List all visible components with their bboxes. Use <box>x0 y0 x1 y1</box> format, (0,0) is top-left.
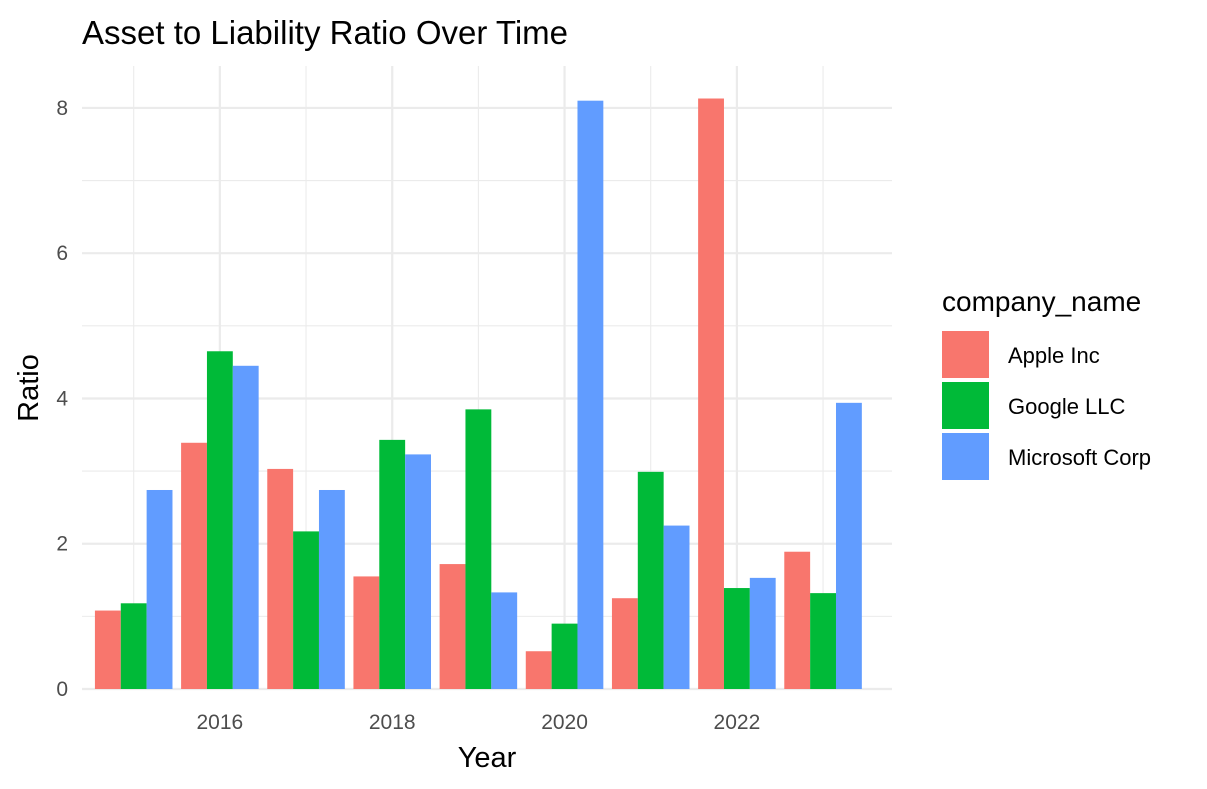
legend-label: Apple Inc <box>1008 343 1100 368</box>
bar-microsoft-corp-2016 <box>232 365 259 689</box>
y-tick-label: 0 <box>56 678 68 701</box>
legend-swatch <box>942 331 989 378</box>
x-axis-title: Year <box>458 742 517 774</box>
bars <box>94 98 862 690</box>
legend: company_name Apple Inc Google LLC Microsof… <box>942 286 1151 480</box>
x-tick-label: 2022 <box>714 711 761 734</box>
bar-google-llc-2021 <box>637 471 664 689</box>
bar-apple-inc-2016 <box>181 442 207 689</box>
bar-apple-inc-2021 <box>611 598 638 689</box>
x-tick-label: 2020 <box>541 711 588 734</box>
bar-apple-inc-2019 <box>439 564 466 689</box>
bar-google-llc-2015 <box>120 603 147 689</box>
bar-microsoft-corp-2021 <box>663 525 690 689</box>
bar-apple-inc-2017 <box>267 468 294 689</box>
legend-title: company_name <box>942 286 1141 317</box>
bar-microsoft-corp-2018 <box>405 454 431 689</box>
bar-apple-inc-2023 <box>784 551 811 689</box>
bar-google-llc-2016 <box>206 351 233 689</box>
bar-microsoft-corp-2019 <box>491 592 518 689</box>
legend-label: Microsoft Corp <box>1008 445 1151 470</box>
y-axis-title: Ratio <box>13 354 45 422</box>
x-tick-label: 2016 <box>197 711 244 734</box>
bar-microsoft-corp-2017 <box>318 489 345 689</box>
legend-swatch <box>942 382 989 429</box>
bar-google-llc-2018 <box>379 439 406 689</box>
y-tick-label: 6 <box>56 242 68 265</box>
y-tick-label: 2 <box>56 533 68 556</box>
legend-items: Apple Inc Google LLC Microsoft Corp <box>942 331 1151 480</box>
bar-apple-inc-2022 <box>698 98 724 690</box>
bar-google-llc-2017 <box>293 531 319 689</box>
chart-title: Asset to Liability Ratio Over Time <box>82 14 568 51</box>
bar-google-llc-2023 <box>810 593 836 689</box>
bar-apple-inc-2018 <box>353 576 380 689</box>
x-tick-label: 2018 <box>369 711 416 734</box>
bar-google-llc-2020 <box>551 623 578 689</box>
y-tick-label: 4 <box>56 387 68 410</box>
bar-microsoft-corp-2022 <box>749 577 776 689</box>
bar-apple-inc-2020 <box>525 651 552 689</box>
legend-label: Google LLC <box>1008 394 1126 419</box>
legend-swatch <box>942 433 989 480</box>
tick-labels: 2016 2018 2020 2022 0 2 4 6 8 <box>56 97 760 734</box>
bar-microsoft-corp-2020 <box>577 100 604 690</box>
bar-apple-inc-2015 <box>94 610 121 689</box>
bar-google-llc-2019 <box>465 409 492 689</box>
y-tick-label: 8 <box>56 97 68 120</box>
bar-google-llc-2022 <box>723 588 750 689</box>
bar-microsoft-corp-2023 <box>835 402 862 689</box>
bar-microsoft-corp-2015 <box>146 489 173 689</box>
